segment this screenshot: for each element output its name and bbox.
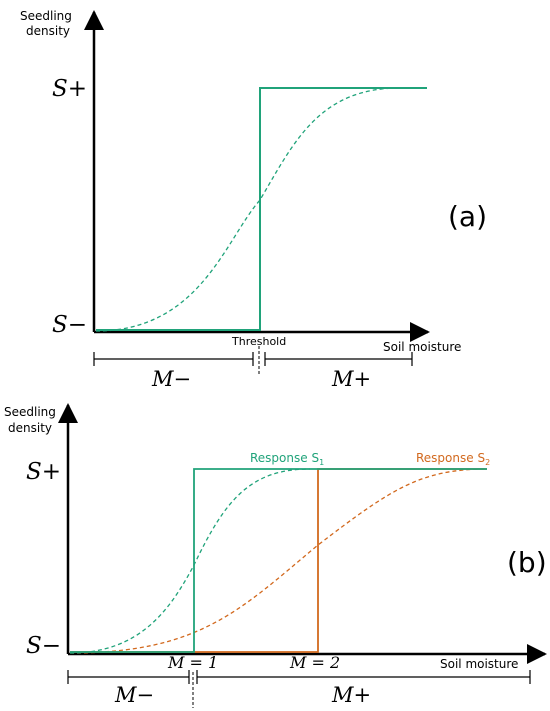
panel-b-m-plus: M+ xyxy=(331,683,371,707)
panel-a-m-minus: M− xyxy=(151,367,191,391)
panel-b-s-minus: S− xyxy=(26,633,61,659)
panel-a-s-plus: S+ xyxy=(52,76,87,102)
panel-b-m1-label: M = 1 xyxy=(167,653,218,672)
panel-a-threshold-label: Threshold xyxy=(231,335,286,348)
panel-b-response1-label: Response S1 xyxy=(250,451,324,467)
panel-b-tag: (b) xyxy=(507,546,547,579)
panel-a-ylabel-line2: density xyxy=(26,24,70,38)
panel-b-response2-step xyxy=(70,468,487,653)
panel-b: Seedling density S+ S− Response S1 Respo… xyxy=(4,403,547,708)
panel-a: Seedling density S+ S− (a) Soil moisture… xyxy=(20,9,487,391)
panel-a-step-response xyxy=(96,87,427,331)
panel-b-m-minus: M− xyxy=(114,683,154,707)
panel-b-ylabel-line1: Seedling xyxy=(4,405,56,419)
panel-b-response1-step xyxy=(70,468,487,653)
panel-a-s-minus: S− xyxy=(52,312,87,338)
panel-a-ylabel-line1: Seedling xyxy=(20,9,72,23)
panel-a-smooth-response xyxy=(95,87,401,332)
panel-b-response2-smooth xyxy=(69,468,488,654)
panel-b-ylabel-line2: density xyxy=(8,421,52,435)
panel-b-response1-smooth xyxy=(69,468,311,654)
panel-b-s-plus: S+ xyxy=(26,459,61,485)
panel-b-response2-label: Response S2 xyxy=(416,451,490,467)
panel-a-m-plus: M+ xyxy=(331,367,371,391)
panel-b-m2-label: M = 2 xyxy=(289,653,340,672)
panel-a-xlabel: Soil moisture xyxy=(383,340,461,354)
panel-b-xlabel: Soil moisture xyxy=(440,657,518,671)
panel-a-tag: (a) xyxy=(448,200,487,233)
